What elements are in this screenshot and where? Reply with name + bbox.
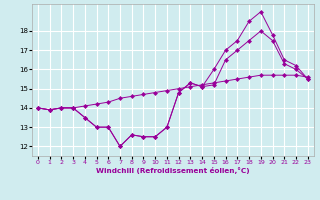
X-axis label: Windchill (Refroidissement éolien,°C): Windchill (Refroidissement éolien,°C): [96, 167, 250, 174]
